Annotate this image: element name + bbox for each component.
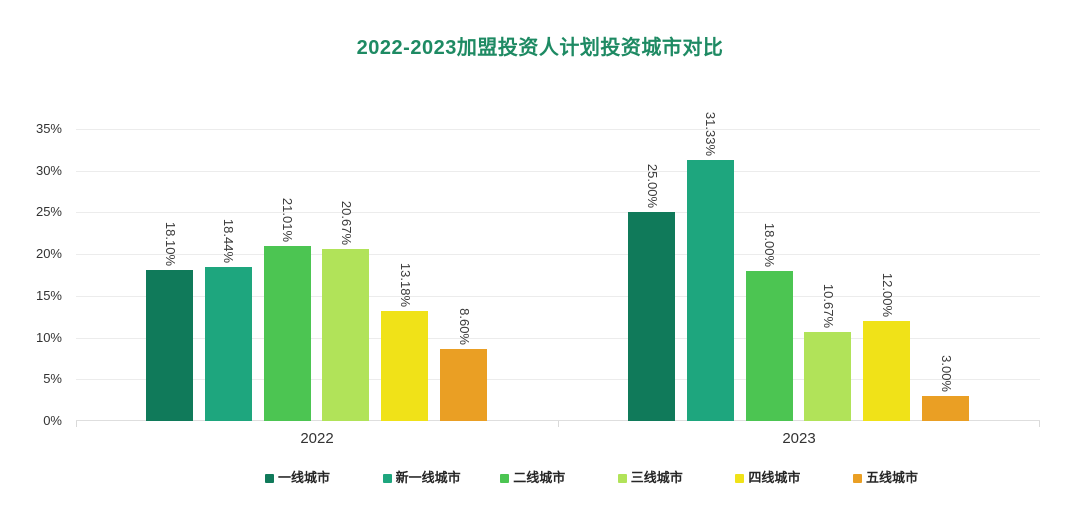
- y-tick-label: 15%: [35, 287, 62, 303]
- bar-value-label: 21.01%: [280, 197, 296, 242]
- bar-2022-三线城市[interactable]: [322, 248, 370, 421]
- gridline: [76, 170, 1040, 172]
- plot-area: 0% 5% 10% 15% 20% 25% 30% 35% 18.10% 18.44% 21.01%…: [36, 112, 1040, 447]
- bar-2023-一线城市[interactable]: [628, 212, 675, 421]
- chart-title: 2022-2023加盟投资人计划投资城市对比: [356, 37, 724, 59]
- bar-value-label: 13.18%: [397, 262, 413, 308]
- bar-value-label: 18.00%: [762, 222, 778, 267]
- bar-2022-五线城市[interactable]: [440, 349, 487, 421]
- y-tick-label: 20%: [35, 246, 62, 262]
- bar-2022-四线城市[interactable]: [381, 311, 429, 421]
- y-tick-label: 25%: [35, 204, 62, 220]
- legend-item-二线城市[interactable]: 二线城市: [500, 469, 565, 487]
- legend-label: 四线城市: [748, 470, 801, 485]
- bar-2023-新一线城市[interactable]: [686, 159, 734, 421]
- legend-swatch-icon: [617, 473, 627, 483]
- y-tick-label: 30%: [35, 162, 62, 178]
- bar-value-label: 8.60%: [456, 308, 472, 346]
- bar-value-label: 20.67%: [338, 200, 354, 245]
- bar-value-label: 10.67%: [820, 283, 836, 328]
- legend-swatch-icon: [853, 473, 862, 483]
- bar-value-label: 18.10%: [162, 221, 178, 266]
- legend-label: 三线城市: [630, 470, 683, 485]
- bar-2023-三线城市[interactable]: [804, 331, 852, 421]
- legend-label: 一线城市: [278, 470, 331, 485]
- x-axis-tick: [558, 421, 559, 427]
- gridline: [76, 254, 1040, 256]
- bar-value-label: 3.00%: [938, 355, 954, 392]
- legend-label: 新一线城市: [395, 470, 461, 485]
- bar-2023-四线城市[interactable]: [863, 320, 911, 421]
- legend: 一线城市 新一线城市 二线城市 三线城市 四线城市 五线城市: [0, 469, 1080, 487]
- legend-swatch-icon: [735, 473, 745, 483]
- gridline: [76, 337, 1040, 339]
- legend-swatch-icon: [500, 473, 510, 483]
- legend-item-新一线城市[interactable]: 新一线城市: [382, 469, 461, 487]
- gridline: [76, 295, 1040, 297]
- legend-item-三线城市[interactable]: 三线城市: [617, 469, 683, 487]
- y-tick-label: 5%: [43, 371, 62, 387]
- legend-swatch-icon: [382, 473, 392, 483]
- legend-label: 五线城市: [866, 470, 919, 485]
- legend-item-五线城市[interactable]: 五线城市: [853, 469, 918, 487]
- y-tick-label: 10%: [35, 329, 62, 345]
- bar-2022-新一线城市[interactable]: [204, 267, 252, 421]
- x-axis-label-2022: 2022: [300, 430, 334, 447]
- bar-value-label: 12.00%: [879, 272, 895, 317]
- legend-swatch-icon: [265, 473, 274, 483]
- bar-value-label: 25.00%: [644, 164, 660, 209]
- bar-2022-二线城市[interactable]: [263, 245, 311, 421]
- bar-2022-一线城市[interactable]: [146, 270, 193, 421]
- x-axis-line: [76, 420, 1040, 421]
- x-axis-label-2023: 2023: [782, 430, 816, 447]
- gridline: [76, 212, 1040, 214]
- legend-item-四线城市[interactable]: 四线城市: [735, 469, 800, 487]
- bar-value-label: 31.33%: [703, 111, 719, 156]
- gridline: [76, 379, 1040, 381]
- legend-item-一线城市[interactable]: 一线城市: [265, 469, 330, 487]
- x-axis-tick: [76, 421, 77, 427]
- legend-label: 二线城市: [513, 470, 566, 485]
- x-axis-tick: [1039, 421, 1040, 427]
- bar-2023-五线城市[interactable]: [922, 395, 969, 421]
- y-tick-label: 0%: [43, 413, 62, 428]
- bar-value-label: 18.44%: [221, 219, 237, 264]
- bar-2023-二线城市[interactable]: [745, 270, 793, 421]
- gridline: [76, 129, 1040, 130]
- y-tick-label: 35%: [35, 121, 62, 136]
